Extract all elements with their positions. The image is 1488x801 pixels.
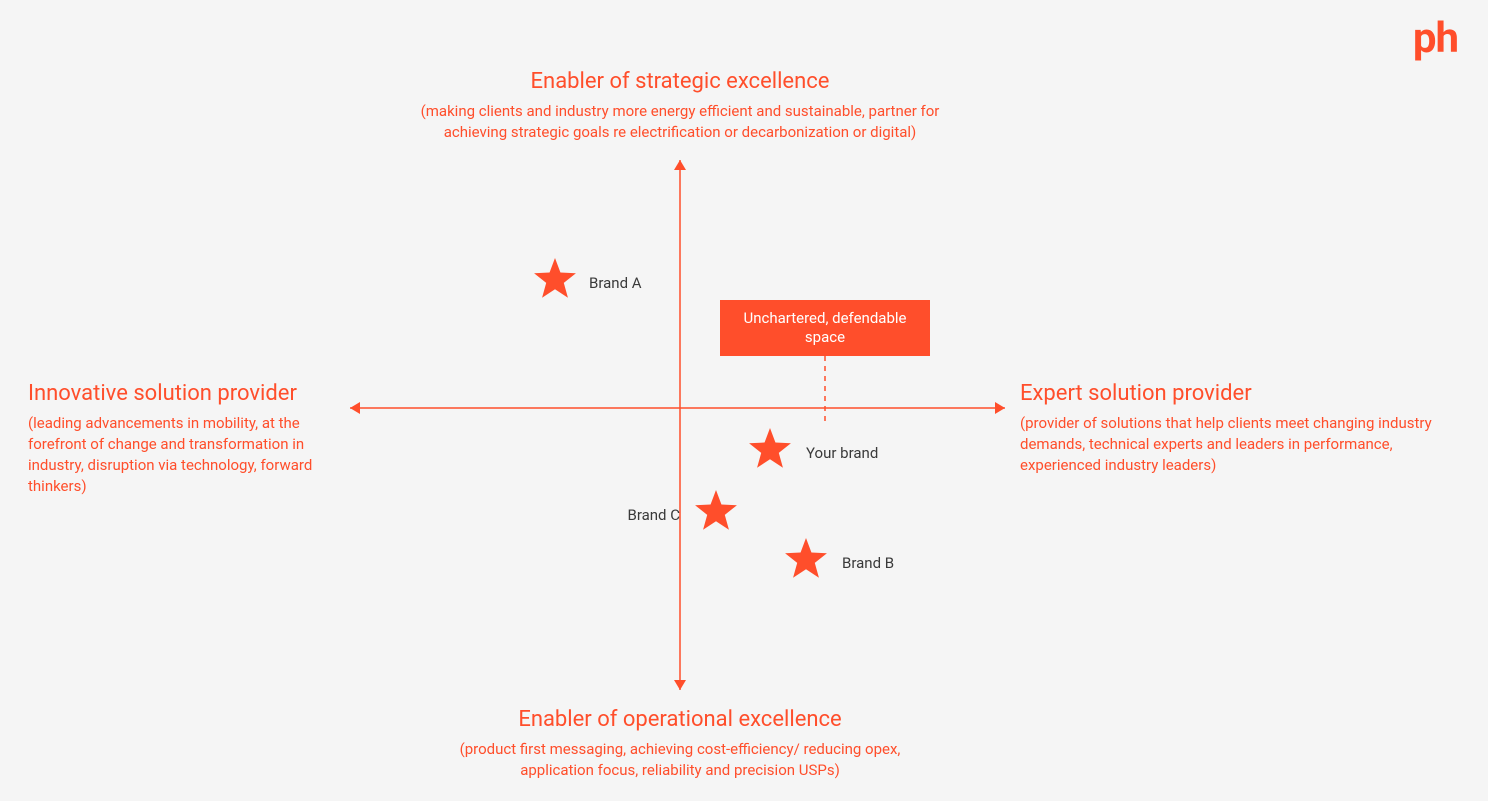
axis-label-bottom: Enabler of operational excellence (produ…	[430, 706, 930, 781]
callout-unchartered-space: Unchartered, defendable space	[720, 300, 930, 356]
axis-left-title: Innovative solution provider	[28, 380, 358, 409]
axis-bottom-sub: (product first messaging, achieving cost…	[430, 739, 930, 781]
label-brand-b: Brand B	[842, 554, 894, 572]
axis-top-title: Enabler of strategic excellence	[400, 68, 960, 97]
quadrant-diagram: ph Enabler of strategic excellence (maki…	[0, 0, 1488, 801]
axis-label-right: Expert solution provider (provider of so…	[1020, 380, 1470, 476]
star-brand-b	[785, 538, 827, 578]
callout-text: Unchartered, defendable space	[730, 309, 920, 348]
axis-label-left: Innovative solution provider (leading ad…	[28, 380, 358, 497]
label-brand-a: Brand A	[589, 274, 642, 292]
star-your-brand	[749, 428, 791, 468]
axis-label-top: Enabler of strategic excellence (making …	[400, 68, 960, 143]
star-brand-a	[534, 258, 576, 298]
label-brand-c: Brand C	[627, 506, 680, 524]
star-brand-c	[695, 490, 737, 530]
label-your-brand: Your brand	[806, 444, 878, 462]
axis-right-sub: (provider of solutions that help clients…	[1020, 413, 1470, 476]
axis-left-sub: (leading advancements in mobility, at th…	[28, 413, 358, 497]
axis-right-title: Expert solution provider	[1020, 380, 1470, 409]
axis-bottom-title: Enabler of operational excellence	[430, 706, 930, 735]
axis-top-sub: (making clients and industry more energy…	[400, 101, 960, 143]
